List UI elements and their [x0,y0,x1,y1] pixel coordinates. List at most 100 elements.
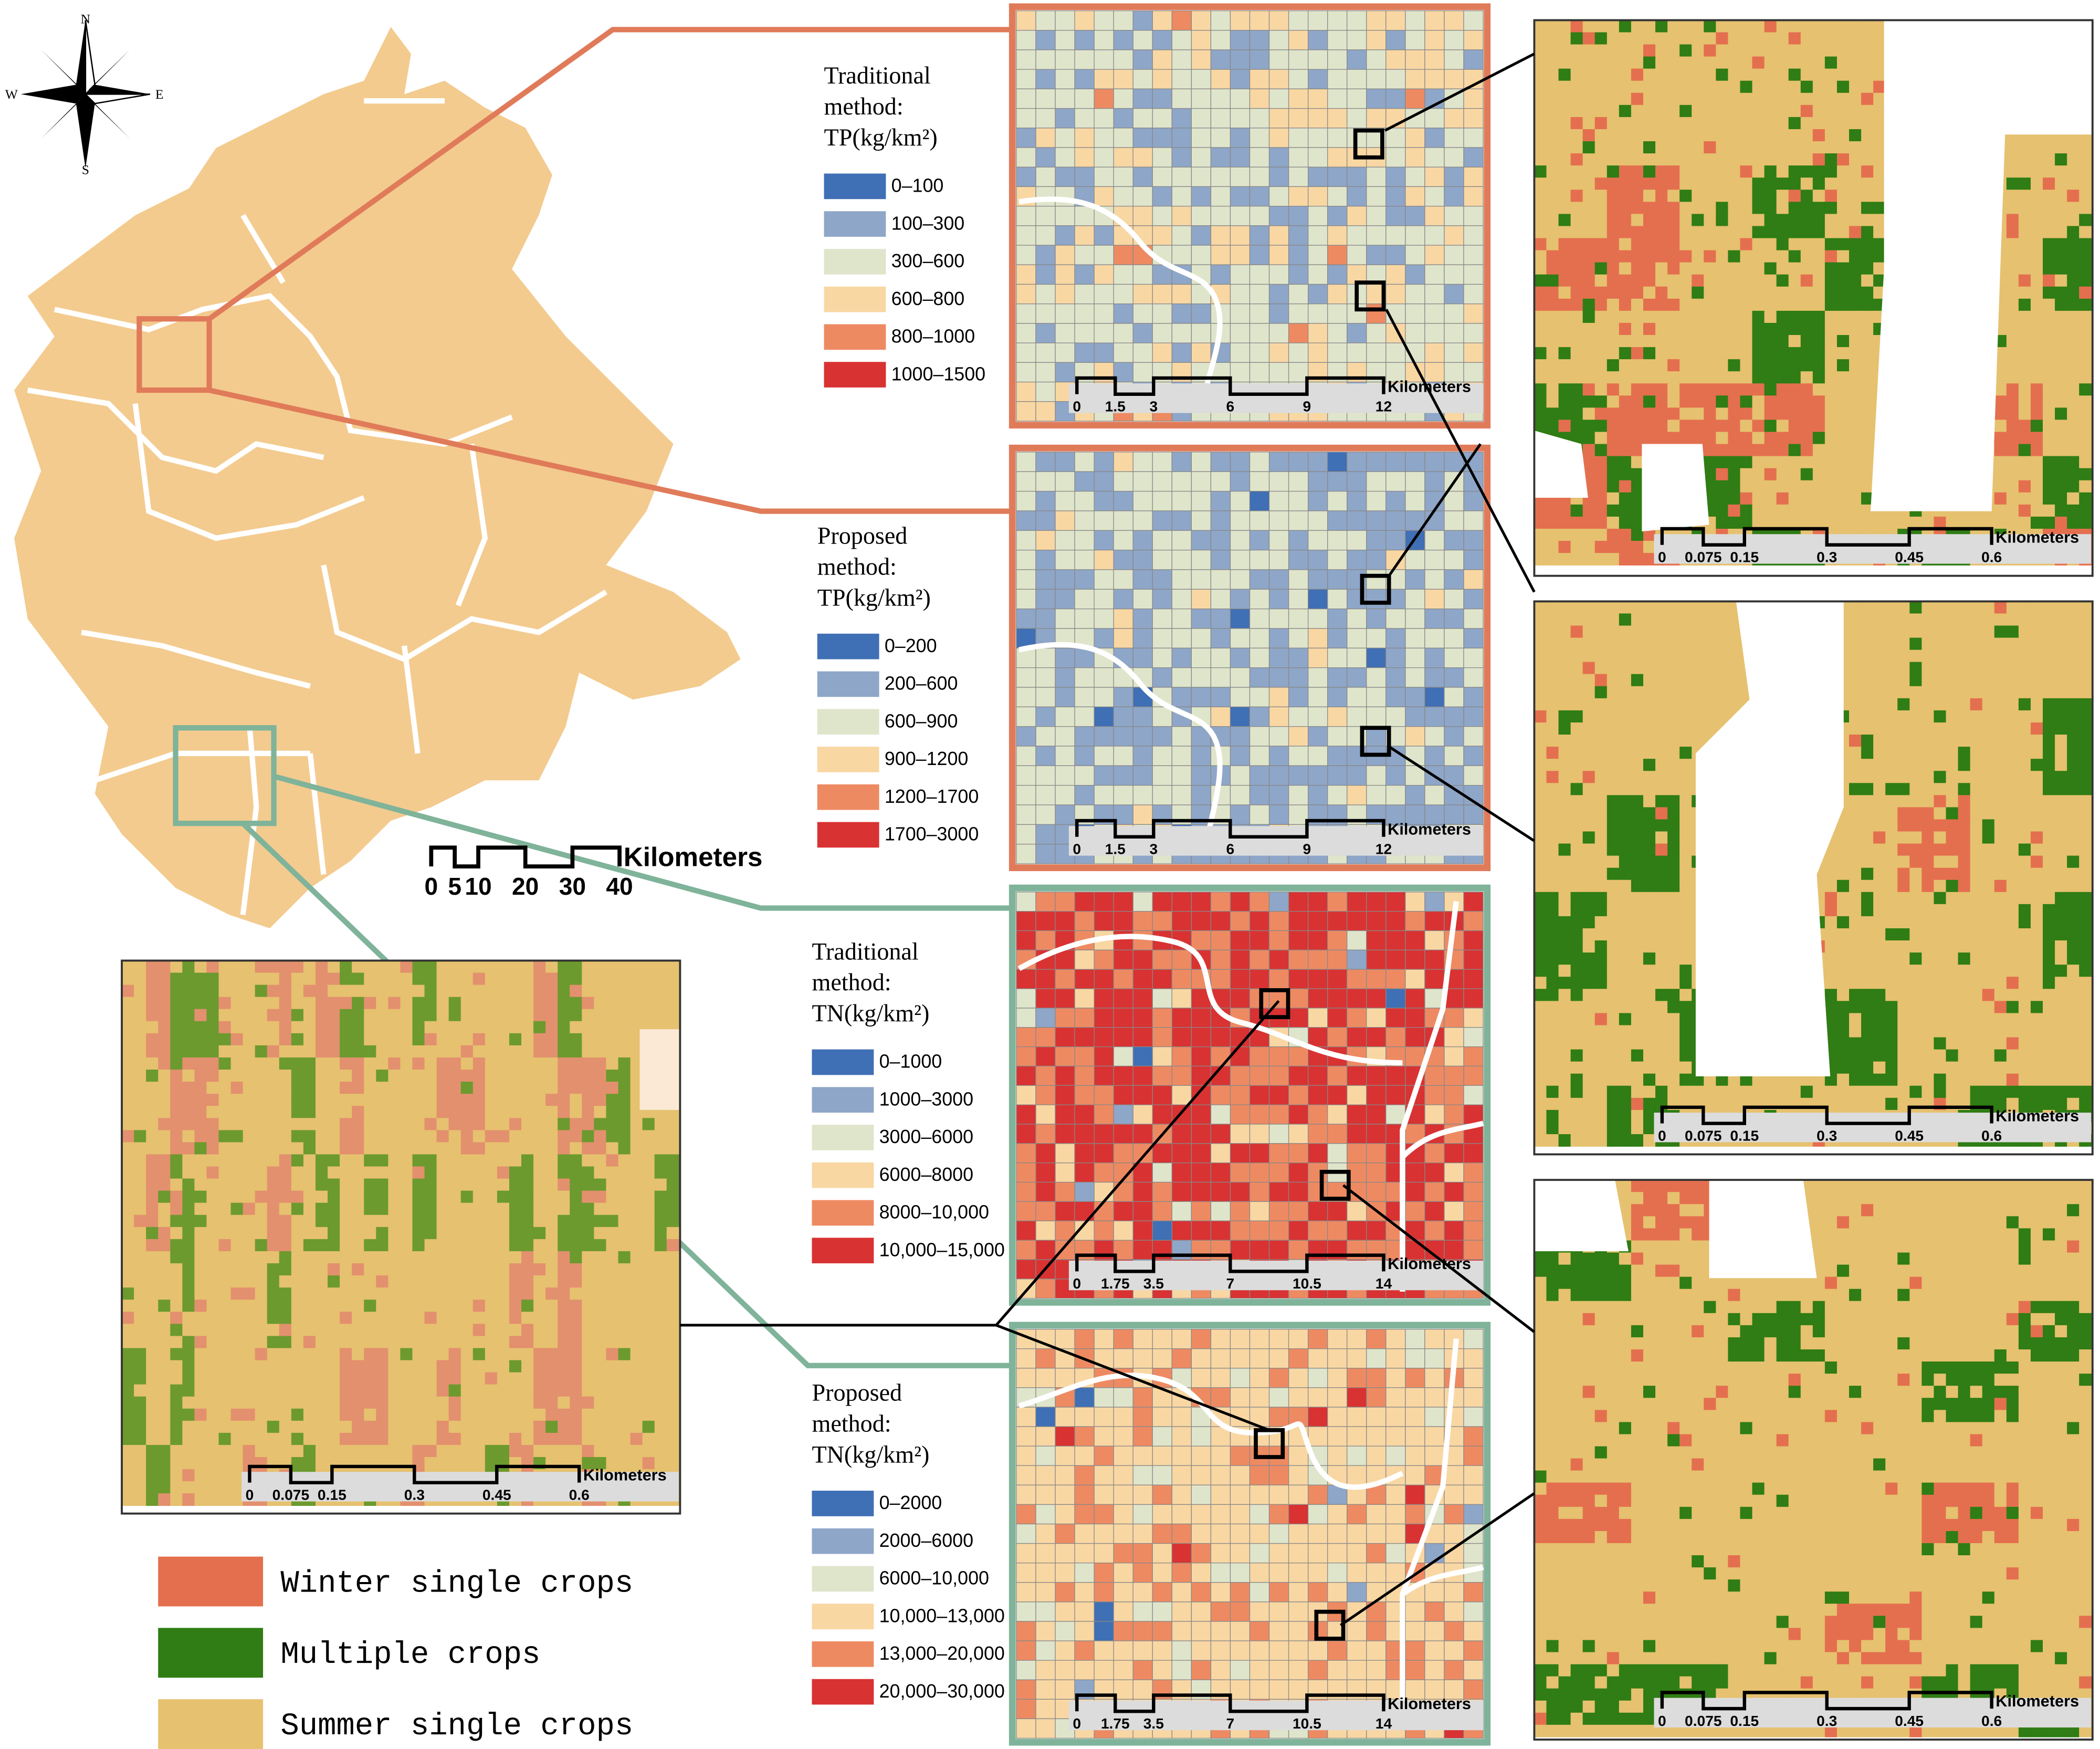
crop-cell [1619,165,1632,178]
crop-cell [1558,190,1571,203]
crop-cell [2079,371,2092,384]
crop-cell [1934,759,1947,771]
grid-cell [1385,930,1406,950]
crop-cell [1836,117,1850,130]
crop-cell [1704,698,1717,711]
crop-cell [2006,625,2019,638]
grid-cell [1113,687,1133,707]
grid-cell [1055,1240,1075,1260]
crop-cell [1909,722,1923,735]
grid-cell [1366,1621,1387,1641]
crop-cell [1861,456,1874,469]
grid-cell [1094,1387,1114,1408]
crop-cell [1594,335,1608,348]
grid-cell [1152,1446,1172,1466]
crop-cell [1861,710,1874,723]
crop-cell [1849,444,1862,457]
crop-cell [2018,735,2031,747]
crop-cell [2042,468,2055,481]
grid-cell [1171,1660,1192,1680]
crop-cell [1764,238,1777,251]
grid-cell [1444,1601,1464,1622]
grid-cell [1171,452,1192,472]
crop-cell [1546,783,1559,796]
grid-cell [1463,969,1484,989]
crop-cell [2018,504,2031,517]
crop-cell [1788,250,1801,263]
grid-cell [1055,128,1075,148]
grid-cell [1366,765,1387,786]
grid-cell [1230,108,1251,129]
grid-cell [1074,147,1095,167]
grid-cell [1385,892,1406,912]
grid-cell [1347,1446,1367,1466]
crop-cell [2018,371,2031,384]
crop-cell [2006,456,2019,469]
crop-cell [1643,528,1656,541]
crop-cell [1752,383,1765,396]
crop-cell [1740,359,1753,372]
grid-cell [1424,1181,1445,1202]
crop-cell [1836,468,1850,481]
grid-cell [1405,1027,1425,1048]
crop-cell [1752,298,1765,311]
grid-cell [1249,284,1270,305]
crop-cell [1704,710,1717,723]
grid-cell [1347,969,1367,989]
crop-cell [1667,662,1680,675]
grid-cell [1463,1065,1484,1086]
crop-cell [1861,104,1874,118]
grid-cell [1230,1446,1251,1466]
crop-cell [1776,153,1789,166]
crop-cell [2055,165,2067,178]
crop-cell [1643,310,1656,323]
crop-cell [1594,722,1608,735]
crop-cell [2055,674,2067,687]
grid-cell [1366,510,1387,531]
crop-cell [1764,226,1777,239]
grid-cell [1288,362,1309,383]
crop-cell [1534,20,1547,33]
grid-cell [1074,10,1095,31]
crop-cell [1836,202,1850,215]
grid-cell [1230,1640,1251,1661]
crop-cell [1740,347,1753,360]
crop-cell [1655,92,1668,106]
grid-cell [1327,245,1348,265]
crop-cell [1934,613,1947,626]
grid-cell [1074,746,1095,766]
grid-cell [1268,1523,1289,1544]
crop-cell [1788,468,1801,481]
crop-cell [1764,274,1777,287]
crop-cell [2006,395,2019,409]
grid-cell [1230,706,1251,727]
grid-cell [1035,1046,1056,1067]
grid-cell [1094,1601,1114,1622]
crop-cell [1546,322,1559,336]
crop-cell [1716,371,1729,384]
crop-cell [1800,44,1813,57]
overview-box [136,316,212,393]
grid-cell [1463,1407,1484,1427]
grid-cell [1327,1563,1348,1583]
crop-cell [2042,347,2055,360]
grid-cell [1191,1348,1212,1369]
grid-cell [1327,1446,1348,1466]
crop-cell [1704,56,1717,69]
grid-cell [1463,1143,1484,1164]
grid-cell [1347,323,1367,343]
grid-cell [1308,949,1328,970]
crop-cell [1558,226,1571,239]
crop-cell [1534,395,1547,409]
grid-cell [1230,969,1251,989]
grid-cell [1230,284,1251,305]
crop-cell [1606,650,1620,663]
crop-cell [1873,56,1886,69]
grid-cell [1132,323,1153,343]
grid-cell [1191,88,1212,109]
grid-cell [1327,608,1348,629]
crop-cell [1643,274,1656,287]
grid-cell [1035,490,1056,511]
crop-cell [2018,322,2031,336]
grid-cell [1385,264,1406,285]
